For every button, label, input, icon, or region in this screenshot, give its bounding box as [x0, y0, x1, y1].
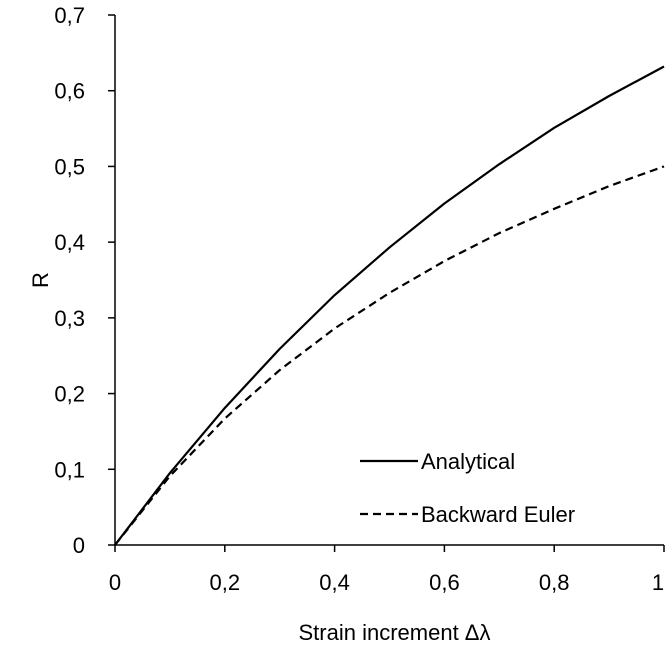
- x-axis-title: Strain increment Δλ: [299, 620, 491, 645]
- x-tick-label: 0,2: [210, 570, 241, 595]
- y-tick-label: 0,7: [54, 3, 85, 28]
- y-tick-label: 0,1: [54, 457, 85, 482]
- x-tick-label: 0: [109, 570, 121, 595]
- x-tick-label: 0,8: [539, 570, 570, 595]
- y-tick-label: 0,6: [54, 79, 85, 104]
- axes: [114, 15, 664, 546]
- y-axis-title: R: [28, 272, 53, 288]
- series-line-backward-euler: [114, 165, 665, 546]
- legend-label-backward-euler: Backward Euler: [421, 502, 575, 527]
- y-tick-label: 0: [73, 533, 85, 558]
- series-line-analytical: [114, 65, 665, 546]
- y-tick-label: 0,4: [54, 230, 85, 255]
- legend: Analytical Backward Euler: [360, 449, 575, 527]
- ticks: 0 0,1 0,2 0,3 0,4 0,5 0,6 0,7 0 0,2 0,4 0,6 0,8 1: [54, 3, 665, 595]
- x-tick-label: 1: [652, 570, 664, 595]
- y-tick-label: 0,3: [54, 306, 85, 331]
- x-tick-label: 0,4: [319, 570, 350, 595]
- x-tick-label: 0,6: [429, 570, 460, 595]
- y-tick-label: 0,5: [54, 154, 85, 179]
- y-tick-label: 0,2: [54, 382, 85, 407]
- series-lines: [114, 65, 665, 546]
- legend-label-analytical: Analytical: [421, 449, 515, 474]
